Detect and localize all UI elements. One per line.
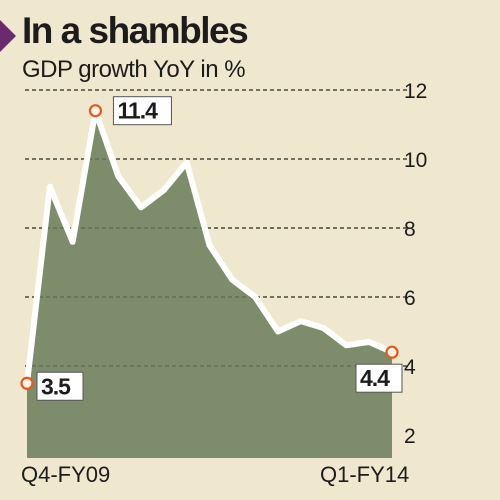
y-tick-label: 8 xyxy=(404,218,416,241)
data-point-marker xyxy=(385,345,399,359)
annotations: 3.5 11.4 4.4 xyxy=(20,96,403,401)
x-tick-label: Q4-FY09 xyxy=(21,462,110,487)
area-fill xyxy=(27,110,392,458)
y-tick-label: 4 xyxy=(404,356,416,379)
chart-title: In a shambles xyxy=(22,10,249,51)
data-label-box xyxy=(112,96,172,126)
y-tick-label: 2 xyxy=(404,425,416,448)
data-label: 4.4 xyxy=(360,365,390,391)
y-tick-label: 10 xyxy=(404,149,427,172)
data-point-marker xyxy=(88,104,103,118)
x-axis-tick-labels: Q4-FY09 Q1-FY14 xyxy=(21,462,409,487)
data-label: 3.5 xyxy=(41,373,71,399)
data-label: 11.4 xyxy=(117,98,158,124)
data-point-marker xyxy=(20,376,34,390)
gdp-line xyxy=(24,107,395,387)
y-tick-label: 12 xyxy=(404,80,427,103)
title-accent-triangle xyxy=(0,20,16,52)
area-series xyxy=(27,110,392,458)
data-label-box xyxy=(355,363,403,393)
y-tick-label: 6 xyxy=(404,287,416,310)
data-label-box xyxy=(36,371,84,401)
y-axis-tick-labels: 2 4 6 8 10 12 xyxy=(404,80,427,448)
chart-subtitle: GDP growth YoY in % xyxy=(22,56,246,83)
x-tick-label: Q1-FY14 xyxy=(320,462,409,487)
line-series xyxy=(24,107,395,387)
